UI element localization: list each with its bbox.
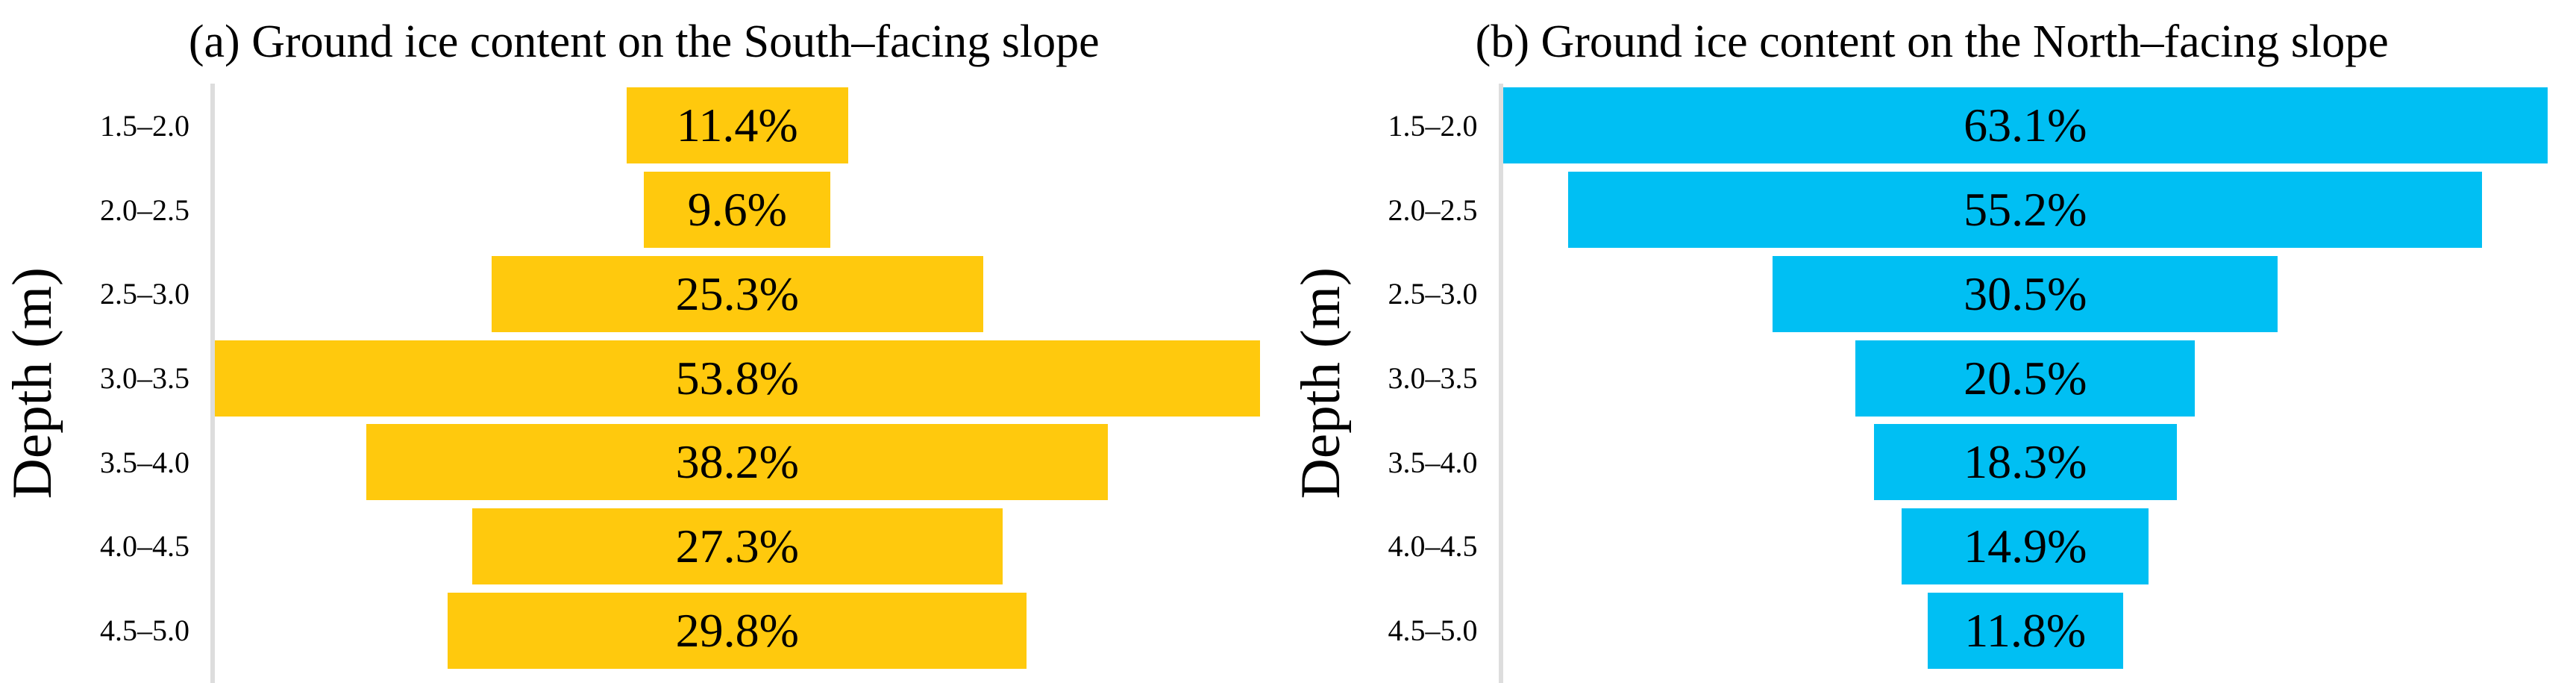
plot-area-north: 63.1% 55.2% 30.5% 20.5% 18.3% 14.9% 11.8% <box>1498 84 2548 683</box>
bar-south-2: 25.3% <box>491 255 983 332</box>
bar-row-north-3: 20.5% <box>1503 336 2548 420</box>
bar-row-south-1: 9.6% <box>215 168 1260 252</box>
bar-south-3: 53.8% <box>215 340 1260 417</box>
bar-value-label-south-4: 38.2% <box>675 435 799 489</box>
bar-row-south-5: 27.3% <box>215 505 1260 589</box>
y-axis-tick-label-north-5: 4.0–4.5 <box>1388 529 1478 564</box>
bar-north-4: 18.3% <box>1873 424 2177 501</box>
bar-row-north-6: 11.8% <box>1503 588 2548 673</box>
bar-south-0: 11.4% <box>626 87 848 164</box>
bar-value-label-south-5: 27.3% <box>675 519 799 573</box>
bar-value-label-south-0: 11.4% <box>676 99 798 152</box>
bar-north-0: 63.1% <box>1502 87 2548 164</box>
chart-title-north: (b) Ground ice content on the North–faci… <box>1475 16 2389 67</box>
bar-south-4: 38.2% <box>366 424 1109 501</box>
y-axis-tick-label-north-4: 3.5–4.0 <box>1388 445 1478 479</box>
bar-value-label-north-6: 11.8% <box>1964 603 2087 657</box>
y-axis-tick-label-north-0: 1.5–2.0 <box>1388 108 1478 143</box>
y-axis-title-wrap-south: Depth (m) <box>0 84 66 683</box>
bar-value-label-south-3: 53.8% <box>675 351 799 405</box>
y-axis-tick-label-south-3: 3.0–3.5 <box>100 361 189 396</box>
y-axis-tick-label-north-3: 3.0–3.5 <box>1388 361 1478 396</box>
bar-row-north-1: 55.2% <box>1503 168 2548 252</box>
bar-value-label-south-2: 25.3% <box>675 266 799 320</box>
y-axis-tick-label-north-1: 2.0–2.5 <box>1388 193 1478 227</box>
bar-value-label-north-4: 18.3% <box>1964 435 2087 489</box>
bar-value-label-north-5: 14.9% <box>1964 519 2087 573</box>
bar-row-south-2: 25.3% <box>215 252 1260 336</box>
chart-area-south: Depth (m) 1.5–2.0 2.0–2.5 2.5–3.0 3.0–3.5 3.… <box>0 84 1288 683</box>
y-axis-tick-labels-north: 1.5–2.0 2.0–2.5 2.5–3.0 3.0–3.5 3.5–4.0 4.0–4… <box>1354 84 1499 683</box>
plot-area-south: 11.4% 9.6% 25.3% 53.8% 38.2% 27.3% 29.8% <box>210 84 1260 683</box>
bar-south-5: 27.3% <box>471 508 1003 584</box>
bar-row-north-0: 63.1% <box>1502 84 2548 168</box>
bar-value-label-north-2: 30.5% <box>1964 266 2087 320</box>
bar-south-1: 9.6% <box>644 172 831 249</box>
y-axis-tick-label-south-4: 3.5–4.0 <box>100 445 189 479</box>
y-axis-tick-label-south-6: 4.5–5.0 <box>100 614 189 648</box>
y-axis-title-wrap-north: Depth (m) <box>1288 84 1354 683</box>
bar-north-3: 20.5% <box>1855 340 2196 417</box>
y-axis-tick-label-south-5: 4.0–4.5 <box>100 529 189 564</box>
bar-value-label-south-6: 29.8% <box>675 603 799 657</box>
bar-row-north-5: 14.9% <box>1503 505 2548 589</box>
chart-area-north: Depth (m) 1.5–2.0 2.0–2.5 2.5–3.0 3.0–3.5 3.… <box>1288 84 2576 683</box>
y-axis-tick-labels-south: 1.5–2.0 2.0–2.5 2.5–3.0 3.0–3.5 3.5–4.0 4.0–4… <box>66 84 210 683</box>
bar-north-6: 11.8% <box>1927 592 2123 669</box>
y-axis-title-south: Depth (m) <box>1 267 63 499</box>
y-axis-tick-label-north-6: 4.5–5.0 <box>1388 614 1478 648</box>
bar-north-5: 14.9% <box>1902 508 2149 584</box>
bar-north-1: 55.2% <box>1568 172 2483 249</box>
bar-value-label-south-1: 9.6% <box>687 183 787 237</box>
panel-north-slope: (b) Ground ice content on the North–faci… <box>1288 0 2576 683</box>
bar-north-2: 30.5% <box>1773 255 2278 332</box>
bar-value-label-north-3: 20.5% <box>1964 351 2087 405</box>
bar-row-south-0: 11.4% <box>215 84 1260 168</box>
bar-row-north-2: 30.5% <box>1503 252 2548 336</box>
y-axis-tick-label-south-2: 2.5–3.0 <box>100 277 189 311</box>
bar-value-label-north-0: 63.1% <box>1964 99 2087 152</box>
bar-row-north-4: 18.3% <box>1503 420 2548 505</box>
y-axis-tick-label-north-2: 2.5–3.0 <box>1388 277 1478 311</box>
bar-row-south-6: 29.8% <box>215 588 1260 673</box>
bar-row-south-4: 38.2% <box>215 420 1260 505</box>
y-axis-tick-label-south-0: 1.5–2.0 <box>100 108 189 143</box>
y-axis-title-north: Depth (m) <box>1289 267 1352 499</box>
panel-south-slope: (a) Ground ice content on the South–faci… <box>0 16 1288 683</box>
y-axis-tick-label-south-1: 2.0–2.5 <box>100 193 189 227</box>
bar-value-label-north-1: 55.2% <box>1964 183 2087 237</box>
bar-row-south-3: 53.8% <box>215 336 1260 420</box>
chart-title-south: (a) Ground ice content on the South–faci… <box>188 16 1100 67</box>
bar-south-6: 29.8% <box>448 592 1027 669</box>
